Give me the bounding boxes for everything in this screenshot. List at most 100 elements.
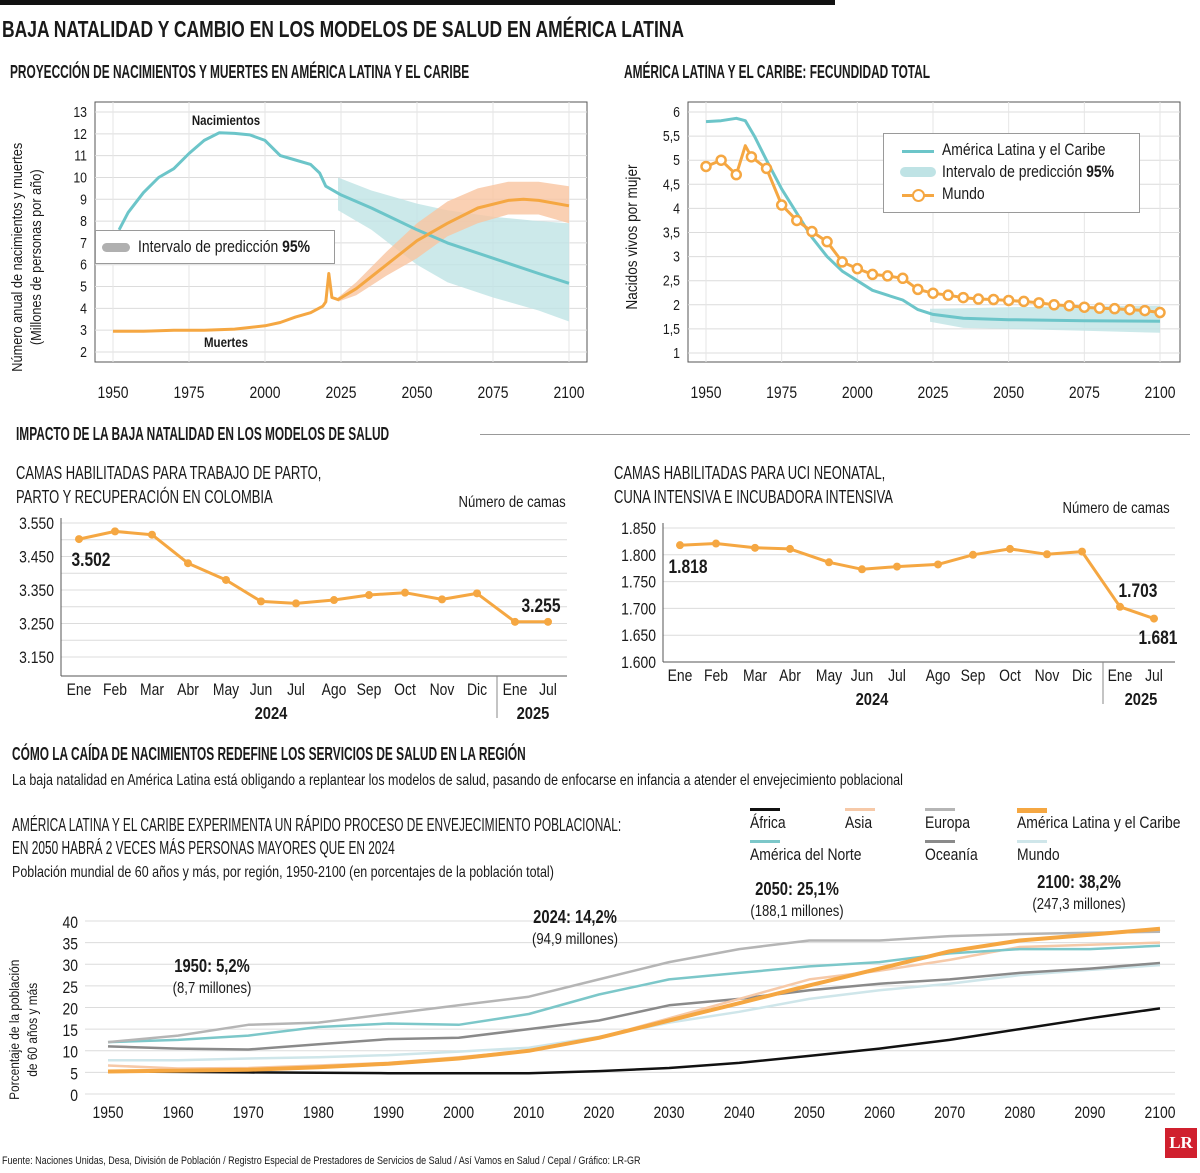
month-label: Feb bbox=[103, 681, 127, 700]
month-label: Sep bbox=[961, 667, 986, 686]
data-point bbox=[1048, 299, 1060, 311]
y-tick-label: 1,5 bbox=[663, 321, 680, 337]
y-tick-label: 7 bbox=[80, 235, 87, 251]
data-point bbox=[957, 291, 970, 304]
data-point bbox=[760, 162, 773, 175]
label-muertes: Muertes bbox=[203, 334, 249, 350]
chart5-subtitle: Población mundial de 60 años y más, por … bbox=[12, 864, 554, 881]
chart2-title: AMÉRICA LATINA Y EL CARIBE: FECUNDIDAD T… bbox=[624, 62, 931, 82]
y-tick-label: 5 bbox=[80, 278, 87, 294]
y-tick-label: 30 bbox=[63, 957, 79, 976]
x-tick-label: 1960 bbox=[163, 1104, 194, 1123]
data-point bbox=[715, 154, 727, 166]
chart5-ylabel: Porcentaje de la población de 60 años y m… bbox=[6, 959, 40, 1100]
series-line-1 bbox=[113, 197, 570, 333]
month-label: Oct bbox=[999, 667, 1021, 686]
series-line-0 bbox=[107, 1007, 1161, 1075]
x-tick-label: 2030 bbox=[654, 1104, 685, 1123]
chart4-unit: Número de camas bbox=[1062, 500, 1170, 517]
title-bar bbox=[0, 0, 835, 5]
annotation-title: 2050: 25,1% bbox=[755, 879, 839, 899]
x-tick-label: 2040 bbox=[724, 1104, 755, 1123]
annotation-title: 2100: 38,2% bbox=[1037, 872, 1121, 892]
chart5 bbox=[85, 920, 1175, 1095]
data-point bbox=[700, 160, 712, 173]
legend-item: África bbox=[750, 813, 786, 832]
legend-circle-icon bbox=[912, 189, 925, 202]
data-point bbox=[866, 268, 879, 281]
chart2-legend: América Latina y el Caribe Intervalo de … bbox=[883, 133, 1140, 213]
year-label: 2024 bbox=[255, 704, 289, 724]
x-tick-label: 2075 bbox=[478, 384, 509, 403]
legend-swatch bbox=[925, 840, 955, 843]
data-point bbox=[1116, 602, 1124, 611]
annotation-sub: (247,3 millones) bbox=[1032, 896, 1126, 913]
series-line bbox=[78, 529, 548, 624]
y-tick-label: 3 bbox=[673, 248, 680, 264]
data-point bbox=[786, 544, 794, 553]
x-tick-label: 2100 bbox=[1145, 384, 1176, 403]
x-tick-label: 2025 bbox=[918, 384, 949, 403]
data-point bbox=[222, 575, 230, 584]
y-tick-label: 3.450 bbox=[19, 548, 54, 567]
y-tick-label: 3.550 bbox=[19, 515, 54, 534]
y-tick-label: 1.850 bbox=[621, 520, 656, 539]
legend-swatch bbox=[845, 808, 875, 811]
legend-item: Asia bbox=[845, 813, 873, 832]
data-point bbox=[836, 256, 848, 268]
year-label: 2025 bbox=[1125, 690, 1158, 710]
legend-item-mundo: Mundo bbox=[942, 184, 985, 203]
x-tick-label: 2100 bbox=[554, 384, 585, 403]
chart3 bbox=[60, 518, 567, 718]
y-tick-label: 6 bbox=[673, 104, 680, 120]
legend-swatch bbox=[1017, 808, 1047, 813]
chart4-title: CAMAS HABILITADAS PARA UCI NEONATAL, CUNA… bbox=[614, 463, 893, 507]
data-point bbox=[912, 283, 924, 296]
month-label: Abr bbox=[177, 681, 199, 700]
y-tick-label: 40 bbox=[63, 914, 79, 933]
series-line-3 bbox=[107, 926, 1161, 1074]
month-label: Ago bbox=[926, 667, 951, 686]
data-point bbox=[969, 550, 977, 559]
prediction-band bbox=[338, 177, 569, 322]
data-point bbox=[292, 599, 300, 608]
data-point bbox=[438, 595, 446, 604]
data-point bbox=[511, 617, 519, 626]
y-tick-label: 1.800 bbox=[621, 547, 656, 566]
data-point bbox=[330, 596, 338, 605]
x-tick-label: 2060 bbox=[864, 1104, 895, 1123]
month-label: Mar bbox=[140, 681, 164, 700]
legend-swatch bbox=[750, 840, 780, 843]
series-line-0 bbox=[705, 116, 1161, 323]
section3-title: CÓMO LA CAÍDA DE NACIMIENTOS REDEFINE LO… bbox=[12, 744, 526, 764]
annotation-title: 2024: 14,2% bbox=[533, 907, 617, 927]
y-tick-label: 3,5 bbox=[663, 224, 680, 240]
month-label: Ago bbox=[322, 681, 347, 700]
y-tick-label: 3.350 bbox=[19, 582, 54, 601]
month-label: Oct bbox=[394, 681, 416, 700]
legend-item: Oceanía bbox=[925, 845, 978, 864]
legend-item: Europa bbox=[925, 813, 970, 832]
month-label: Jul bbox=[287, 681, 305, 700]
x-tick-label: 2050 bbox=[993, 384, 1024, 403]
series-line-5 bbox=[107, 961, 1161, 1051]
series-line-1 bbox=[107, 941, 1161, 1070]
legend-band-swatch bbox=[900, 167, 936, 177]
legend-swatch bbox=[750, 808, 780, 811]
section-divider bbox=[480, 434, 1190, 435]
y-tick-label: 5,5 bbox=[663, 128, 680, 144]
month-label: Feb bbox=[704, 667, 728, 686]
chart2-ylabel: Nacidos vivos por mujer bbox=[624, 164, 641, 310]
x-tick-label: 2075 bbox=[1069, 384, 1100, 403]
data-label: 1.681 bbox=[1139, 627, 1178, 649]
legend-item: América Latina y el Caribe bbox=[1017, 813, 1181, 832]
x-tick-label: 2100 bbox=[1145, 1104, 1176, 1123]
y-tick-label: 1.750 bbox=[621, 573, 656, 592]
data-point bbox=[825, 558, 833, 567]
data-point bbox=[75, 535, 83, 544]
data-point bbox=[1043, 550, 1051, 559]
data-point bbox=[972, 293, 985, 305]
prediction-band bbox=[338, 181, 569, 302]
data-point bbox=[934, 560, 942, 569]
